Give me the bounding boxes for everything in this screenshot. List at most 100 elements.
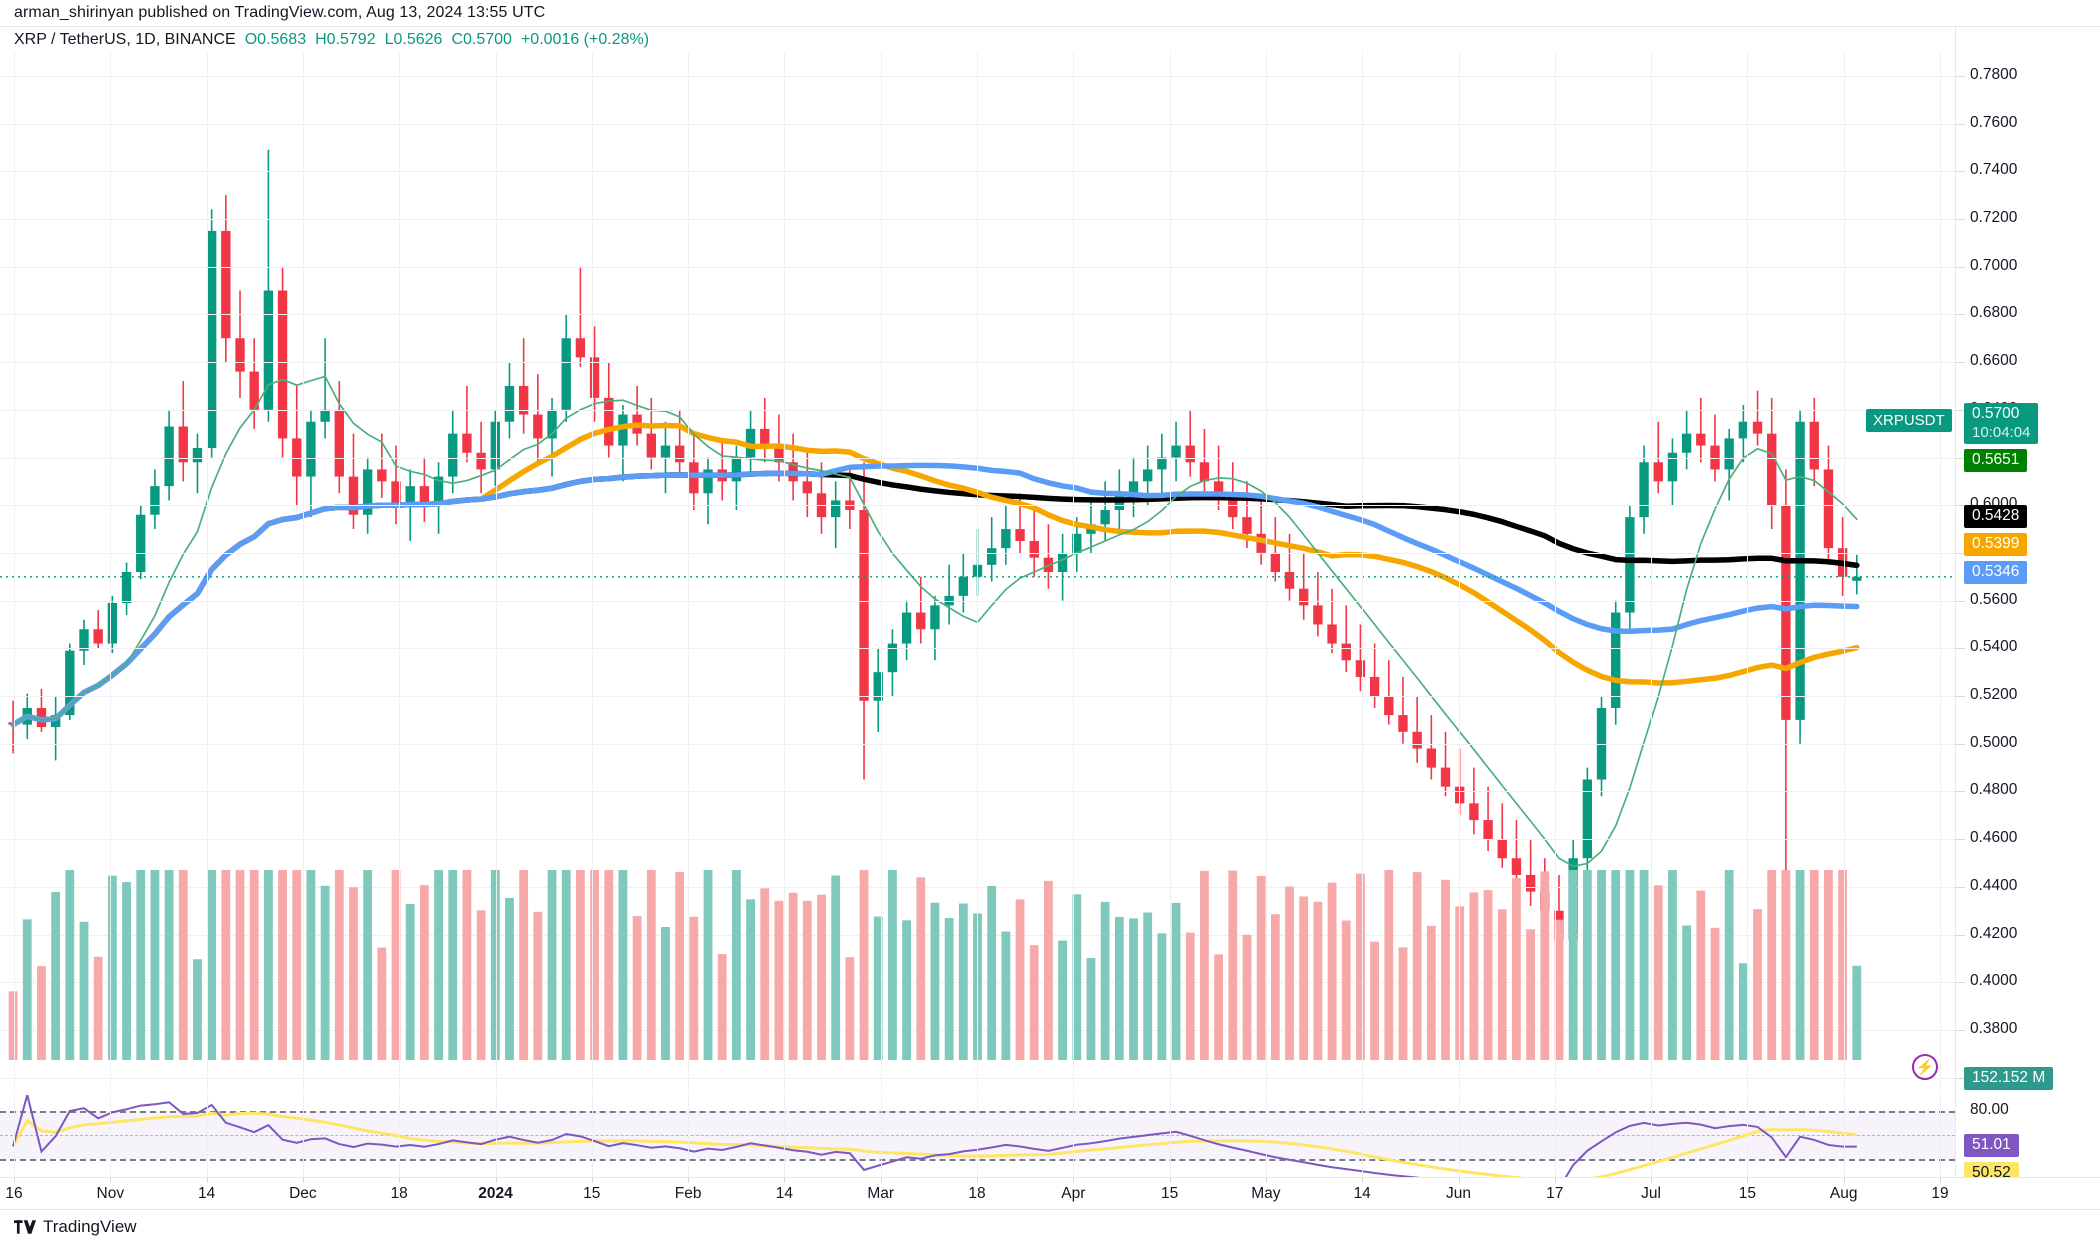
- price-axis-tick: 0.4800: [1970, 781, 2018, 799]
- vertical-gridline: [688, 52, 690, 1092]
- vertical-gridline: [591, 1095, 593, 1177]
- price-axis-tick: 0.7800: [1970, 65, 2018, 83]
- price-axis-tick-mark: [1956, 886, 1965, 888]
- price-axis-tick-mark: [1956, 791, 1965, 793]
- rsi-pane[interactable]: [0, 1095, 1955, 1177]
- price-axis[interactable]: 0.7800 0.7600 0.7400 0.7200 0.7000 0.6800 0.66…: [1866, 27, 2100, 1185]
- vertical-gridline: [1747, 52, 1749, 1092]
- vertical-gridline: [1843, 52, 1845, 1092]
- price-axis-tick: 0.5400: [1970, 638, 2018, 656]
- time-axis-tick: Jun: [1446, 1185, 1471, 1202]
- price-axis-tick: 0.4200: [1970, 924, 2018, 942]
- last-price-value: 0.5700: [1972, 405, 2020, 422]
- vertical-gridline: [1554, 1095, 1556, 1177]
- vertical-gridline: [1169, 52, 1171, 1092]
- legend-change: +0.0016 (+0.28%): [520, 31, 650, 48]
- candlestick-series: [0, 149, 1955, 964]
- vertical-gridline: [880, 52, 882, 1092]
- time-axis-tick: 15: [1738, 1185, 1757, 1202]
- vertical-gridline: [1554, 52, 1556, 1092]
- time-axis[interactable]: 16 Nov 14 Dec 18 2024 15 Feb 14 Mar 18 Apr 15 May 14 Ju…: [0, 1177, 2100, 1209]
- time-axis-tick: 2024: [478, 1185, 513, 1202]
- time-axis-tick-mark: [1651, 1178, 1653, 1183]
- price-axis-tick: 0.5200: [1970, 686, 2018, 704]
- price-axis-tick-mark: [1956, 362, 1965, 364]
- price-axis-tick-mark: [1956, 1029, 1965, 1031]
- price-axis-tick-mark: [1956, 839, 1965, 841]
- publish-text: arman_shirinyan published on TradingView…: [14, 4, 546, 21]
- footer: TradingView: [0, 1209, 2100, 1243]
- time-axis-tick-mark: [784, 1178, 786, 1183]
- time-axis-tick: 14: [197, 1185, 216, 1202]
- lightning-icon[interactable]: ⚡: [1912, 1054, 1938, 1080]
- time-axis-tick: 17: [1546, 1185, 1564, 1202]
- vertical-gridline: [1362, 52, 1364, 1092]
- legend-symbol[interactable]: XRP / TetherUS, 1D, BINANCE: [14, 31, 236, 48]
- blue-ma-tag: 0.5346: [1964, 561, 2028, 584]
- time-axis-tick-mark: [495, 1178, 497, 1183]
- rsi-series: [11, 1095, 1857, 1177]
- time-axis-tick: 19: [1931, 1185, 1949, 1202]
- last-price-tag: 0.5700 10:04:04: [1964, 403, 2039, 445]
- price-axis-tick-mark: [1956, 648, 1965, 650]
- time-axis-tick: Apr: [1061, 1185, 1086, 1202]
- vertical-gridline: [1458, 1095, 1460, 1177]
- time-axis-tick: Dec: [289, 1185, 317, 1202]
- time-axis-tick: 14: [775, 1185, 794, 1202]
- time-axis-tick: Mar: [867, 1185, 895, 1202]
- tradingview-logo-icon: [14, 1219, 36, 1234]
- price-axis-tick: 0.7000: [1970, 256, 2018, 274]
- time-axis-tick: 15: [1160, 1185, 1179, 1202]
- price-axis-tick-mark: [1956, 75, 1965, 77]
- time-axis-tick-mark: [1940, 1178, 1941, 1183]
- legend-high: H0.5792: [315, 31, 376, 48]
- vertical-gridline: [1940, 52, 1941, 1092]
- vertical-gridline: [1073, 1095, 1075, 1177]
- vertical-gridline: [110, 1095, 112, 1177]
- vertical-gridline: [1651, 1095, 1653, 1177]
- price-axis-tick: 0.7200: [1970, 208, 2018, 226]
- price-axis-tick-mark: [1956, 266, 1965, 268]
- time-axis-tick: 15: [583, 1185, 601, 1202]
- price-axis-tick-mark: [1956, 505, 1965, 507]
- green-ma-tag: 0.5651: [1964, 449, 2028, 472]
- price-axis-tick: 0.3800: [1970, 1019, 2018, 1037]
- vertical-gridline: [1265, 52, 1267, 1092]
- time-axis-tick: 18: [968, 1185, 986, 1202]
- price-axis-tick-mark: [1956, 171, 1965, 173]
- price-axis-tick: 0.4000: [1970, 972, 2018, 990]
- vertical-gridline: [206, 1095, 208, 1177]
- price-axis-tick-mark: [1956, 1077, 1965, 1079]
- vertical-gridline: [495, 52, 497, 1092]
- time-axis-tick-mark: [399, 1178, 401, 1183]
- vertical-gridline: [784, 52, 786, 1092]
- legend-close: C0.5700: [451, 31, 512, 48]
- price-axis-tick: 0.5600: [1970, 590, 2018, 608]
- time-axis-tick-mark: [1554, 1178, 1556, 1183]
- time-axis-tick-mark: [1747, 1178, 1749, 1183]
- price-axis-tick-mark: [1956, 123, 1965, 125]
- time-axis-tick-mark: [591, 1178, 593, 1183]
- time-axis-tick-mark: [206, 1178, 208, 1183]
- orange-ma-tag: 0.5399: [1964, 533, 2028, 556]
- time-axis-tick-mark: [110, 1178, 112, 1183]
- legend-open: O0.5683: [244, 31, 307, 48]
- rsi-value-tag: 51.01: [1964, 1134, 2019, 1157]
- time-axis-tick-mark: [14, 1178, 15, 1183]
- time-axis-tick: Aug: [1829, 1185, 1858, 1202]
- time-axis-tick-mark: [1073, 1178, 1075, 1183]
- vertical-gridline: [399, 52, 401, 1092]
- time-axis-tick: 18: [390, 1185, 408, 1202]
- price-axis-tick-mark: [1956, 314, 1965, 316]
- legend-low: L0.5626: [384, 31, 443, 48]
- price-axis-tick: 0.6600: [1970, 352, 2018, 370]
- vertical-gridline: [591, 52, 593, 1092]
- time-axis-tick-mark: [880, 1178, 882, 1183]
- vertical-gridline: [1843, 1095, 1845, 1177]
- time-axis-tick-mark: [977, 1178, 978, 1183]
- price-chart-pane[interactable]: ⚡: [0, 52, 1955, 1092]
- vertical-gridline: [206, 52, 208, 1092]
- price-axis-tick-mark: [1956, 409, 1965, 411]
- vertical-gridline: [880, 1095, 882, 1177]
- vertical-gridline: [399, 1095, 401, 1177]
